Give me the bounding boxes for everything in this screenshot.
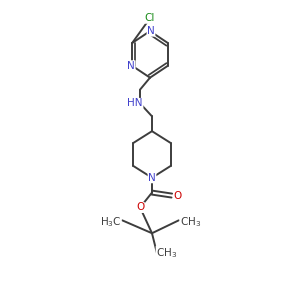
Text: CH$_3$: CH$_3$ [180, 215, 201, 229]
Text: N: N [127, 61, 135, 71]
Text: N: N [148, 173, 156, 183]
Text: HN: HN [128, 98, 143, 108]
Text: O: O [136, 202, 144, 212]
Text: H$_3$C: H$_3$C [100, 215, 121, 229]
Text: CH$_3$: CH$_3$ [156, 246, 177, 260]
Text: Cl: Cl [145, 13, 155, 23]
Text: N: N [147, 26, 155, 36]
Text: O: O [174, 190, 182, 201]
